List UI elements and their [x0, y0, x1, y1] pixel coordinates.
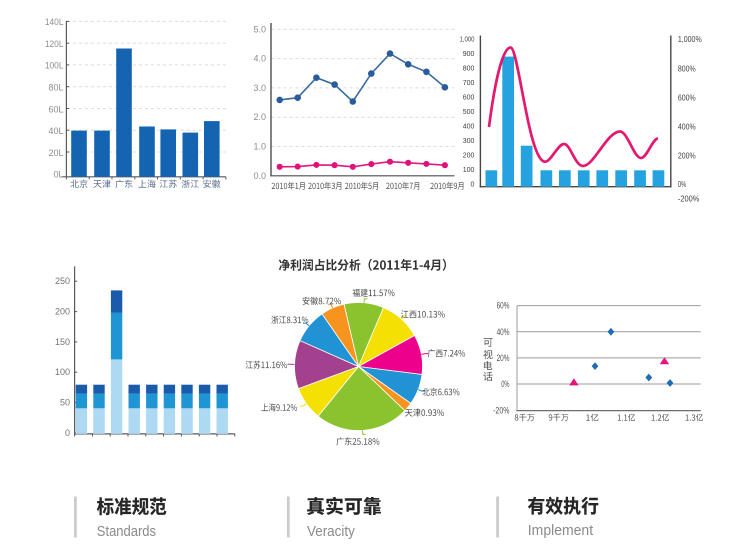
svg-text:150: 150: [55, 337, 70, 347]
svg-text:600%: 600%: [678, 93, 696, 103]
svg-text:0%: 0%: [501, 379, 509, 389]
svg-text:100: 100: [463, 165, 475, 174]
svg-text:120L: 120L: [45, 39, 64, 49]
svg-text:100: 100: [55, 367, 70, 377]
svg-text:60L: 60L: [48, 104, 63, 114]
svg-text:200: 200: [463, 151, 475, 160]
svg-text:Standards: Standards: [97, 524, 156, 540]
svg-text:800: 800: [463, 64, 475, 73]
svg-text:400: 400: [463, 122, 475, 131]
svg-text:1,000: 1,000: [460, 35, 475, 44]
svg-text:50: 50: [60, 398, 70, 408]
svg-text:0L: 0L: [53, 170, 63, 180]
svg-text:900: 900: [463, 49, 475, 58]
svg-text:20L: 20L: [48, 148, 63, 158]
svg-text:500: 500: [463, 107, 475, 116]
svg-text:1,000%: 1,000%: [678, 34, 702, 44]
svg-text:Implement: Implement: [528, 523, 593, 539]
svg-text:100L: 100L: [45, 61, 64, 71]
svg-text:-20%: -20%: [493, 405, 510, 415]
svg-text:800%: 800%: [678, 64, 696, 74]
svg-text:200%: 200%: [678, 151, 696, 161]
svg-text:3.0: 3.0: [253, 83, 266, 93]
svg-text:400%: 400%: [678, 122, 696, 132]
svg-text:5.0: 5.0: [253, 24, 266, 34]
svg-text:40L: 40L: [48, 126, 63, 136]
svg-text:0%: 0%: [678, 179, 687, 189]
svg-text:-200%: -200%: [678, 194, 700, 204]
svg-text:300: 300: [463, 136, 475, 145]
svg-text:140L: 140L: [45, 17, 64, 27]
svg-text:200: 200: [55, 307, 70, 317]
svg-text:80L: 80L: [48, 83, 63, 93]
svg-text:0.0: 0.0: [253, 171, 266, 181]
svg-text:40%: 40%: [497, 327, 510, 337]
svg-text:60%: 60%: [497, 301, 510, 311]
svg-text:4.0: 4.0: [253, 54, 266, 64]
svg-text:1.0: 1.0: [253, 142, 266, 152]
svg-text:20%: 20%: [497, 353, 510, 363]
svg-text:600: 600: [463, 93, 475, 102]
svg-text:0: 0: [471, 180, 475, 189]
svg-text:250: 250: [55, 276, 70, 286]
svg-text:2.0: 2.0: [253, 112, 266, 122]
svg-text:0: 0: [65, 428, 70, 438]
svg-text:Veracity: Veracity: [307, 524, 355, 540]
svg-text:700: 700: [463, 78, 475, 87]
